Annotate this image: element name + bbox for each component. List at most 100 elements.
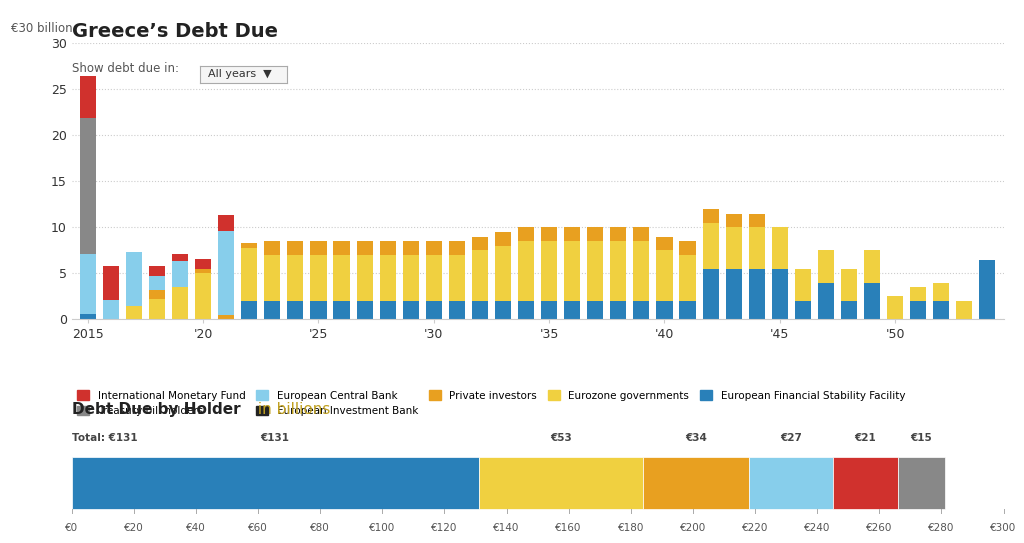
Bar <box>887 296 903 319</box>
Bar <box>334 255 349 301</box>
Bar <box>356 301 373 319</box>
Bar <box>288 301 303 319</box>
Bar <box>749 213 765 228</box>
Bar <box>564 301 581 319</box>
Bar <box>772 269 787 319</box>
Bar <box>726 228 741 269</box>
Bar <box>864 282 880 319</box>
Bar <box>910 301 927 319</box>
Text: €240: €240 <box>804 523 830 533</box>
Text: €140: €140 <box>494 523 520 533</box>
Bar <box>218 216 234 231</box>
Bar <box>148 266 165 276</box>
Bar <box>633 241 649 301</box>
Bar <box>126 306 142 319</box>
Text: Debt Due by Holder: Debt Due by Holder <box>72 401 241 416</box>
Bar <box>680 241 695 255</box>
Bar <box>426 255 442 301</box>
Bar <box>587 301 603 319</box>
Text: €27: €27 <box>780 433 802 443</box>
Bar <box>518 228 535 241</box>
Bar <box>495 232 511 246</box>
Bar <box>702 269 719 319</box>
Bar <box>749 228 765 269</box>
Text: €131: €131 <box>261 433 290 443</box>
Bar <box>356 241 373 255</box>
Bar <box>610 301 627 319</box>
Bar <box>242 248 257 301</box>
Bar <box>564 228 581 241</box>
Bar <box>772 228 787 269</box>
Bar <box>242 243 257 248</box>
Bar <box>80 75 96 118</box>
Bar <box>196 273 211 319</box>
Text: €40: €40 <box>186 523 206 533</box>
Text: €80: €80 <box>310 523 330 533</box>
Bar <box>610 241 627 301</box>
Bar <box>518 241 535 301</box>
Text: €220: €220 <box>741 523 768 533</box>
Bar <box>356 255 373 301</box>
Bar <box>956 301 973 319</box>
Bar <box>218 315 234 319</box>
Bar <box>172 254 188 261</box>
Bar <box>726 213 741 228</box>
Bar <box>495 301 511 319</box>
Bar <box>402 301 419 319</box>
Bar <box>633 301 649 319</box>
Text: €21: €21 <box>854 433 877 443</box>
Bar <box>264 255 281 301</box>
Bar <box>841 269 857 301</box>
Bar <box>564 241 581 301</box>
Bar <box>795 301 811 319</box>
Text: €280: €280 <box>928 523 954 533</box>
Bar <box>587 241 603 301</box>
Bar <box>610 228 627 241</box>
Bar <box>472 237 488 250</box>
Bar <box>218 231 234 315</box>
Text: €0: €0 <box>66 523 78 533</box>
Bar <box>587 228 603 241</box>
Bar <box>833 457 898 509</box>
Text: €20: €20 <box>124 523 143 533</box>
Bar <box>749 269 765 319</box>
Text: €180: €180 <box>617 523 644 533</box>
Bar <box>541 301 557 319</box>
Text: €15: €15 <box>910 433 932 443</box>
Bar <box>541 228 557 241</box>
Bar <box>80 254 96 314</box>
Text: €34: €34 <box>685 433 707 443</box>
Text: Total: €131: Total: €131 <box>72 433 137 443</box>
Bar <box>472 250 488 301</box>
Bar <box>380 301 395 319</box>
Text: €200: €200 <box>680 523 706 533</box>
Legend: International Monetary Fund, Treasury bill holders, European Central Bank, Europ: International Monetary Fund, Treasury bi… <box>72 386 910 421</box>
Bar <box>148 290 165 299</box>
Bar <box>795 269 811 301</box>
Bar <box>933 282 949 301</box>
Text: €60: €60 <box>248 523 268 533</box>
Bar <box>102 300 119 319</box>
Bar <box>172 287 188 319</box>
Text: €300: €300 <box>990 523 1017 533</box>
Bar <box>264 241 281 255</box>
Bar <box>402 255 419 301</box>
Bar <box>80 314 96 319</box>
Bar <box>680 301 695 319</box>
Bar <box>334 301 349 319</box>
Bar <box>656 237 673 250</box>
Text: All years  ▼: All years ▼ <box>209 70 272 79</box>
Text: Greece’s Debt Due: Greece’s Debt Due <box>72 22 278 41</box>
Bar <box>541 241 557 301</box>
Bar <box>910 287 927 301</box>
Bar <box>643 457 749 509</box>
Bar <box>702 223 719 269</box>
Bar <box>148 276 165 290</box>
Text: €160: €160 <box>555 523 582 533</box>
Bar <box>898 457 944 509</box>
Bar <box>310 301 327 319</box>
Text: in billions: in billions <box>253 401 331 416</box>
Bar <box>449 241 465 255</box>
Bar <box>172 261 188 287</box>
Bar <box>288 241 303 255</box>
